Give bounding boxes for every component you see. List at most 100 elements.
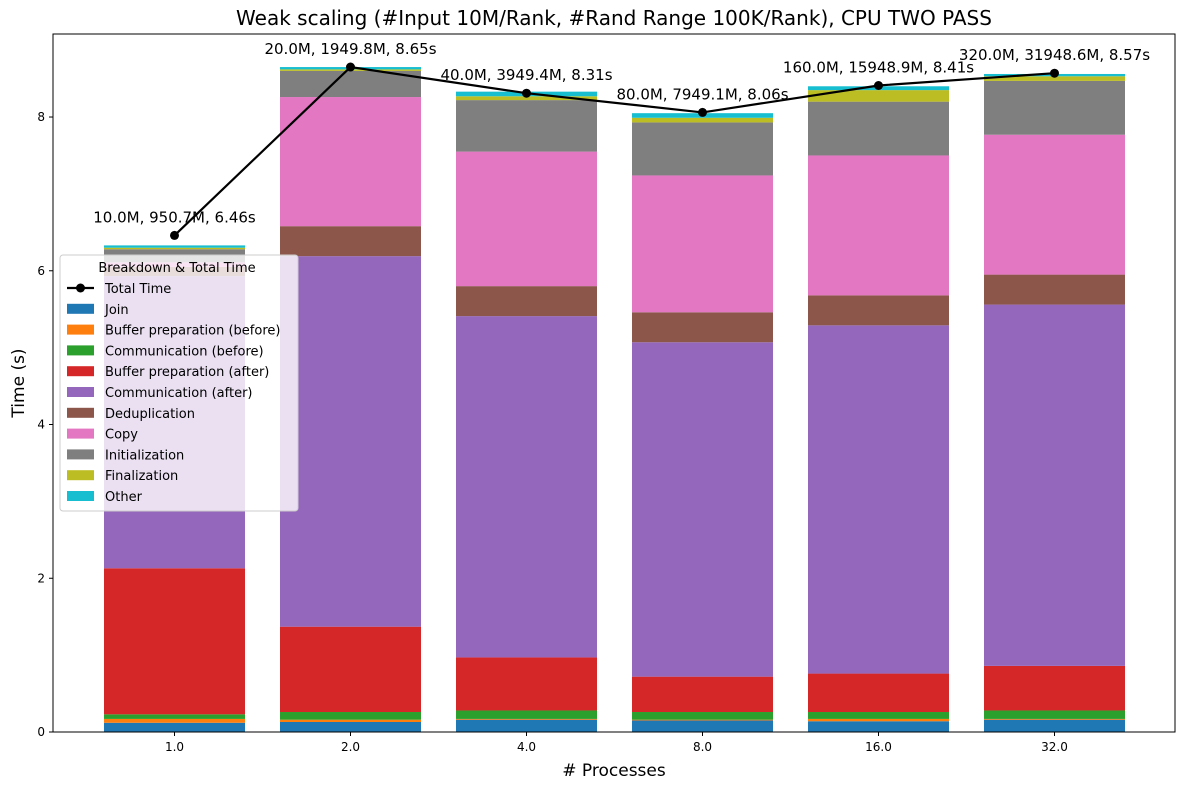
bar-segment xyxy=(280,626,421,713)
bar-segment xyxy=(280,712,421,720)
legend-label: Total Time xyxy=(104,282,171,297)
x-axis-title: # Processes xyxy=(562,761,666,781)
bar-segment xyxy=(456,710,597,719)
bar-segment xyxy=(280,719,421,723)
total-time-point xyxy=(522,88,531,98)
bar-segment xyxy=(104,247,245,250)
legend-swatch xyxy=(67,428,94,439)
legend-swatch xyxy=(67,449,94,460)
bar-segment xyxy=(632,312,773,343)
chart-title: Weak scaling (#Input 10M/Rank, #Rand Ran… xyxy=(236,6,992,30)
legend-point-swatch xyxy=(76,283,85,293)
y-tick-label: 6 xyxy=(37,264,45,278)
bar-segment xyxy=(984,80,1125,135)
x-tick-label: 2.0 xyxy=(341,740,360,754)
bar-segment xyxy=(632,676,773,713)
bar-segment xyxy=(456,100,597,152)
y-tick-label: 2 xyxy=(37,571,45,585)
bar-segment xyxy=(632,117,773,123)
legend-swatch xyxy=(67,407,94,418)
y-tick-label: 0 xyxy=(37,725,45,739)
legend-swatch xyxy=(67,303,94,314)
bar-segment xyxy=(984,719,1125,732)
total-time-point xyxy=(170,230,179,240)
total-time-point xyxy=(1050,68,1059,78)
bar-segment xyxy=(104,718,245,723)
bar-segment xyxy=(808,325,949,674)
bar-segment xyxy=(984,304,1125,666)
legend-swatch xyxy=(67,345,94,356)
plot-frame xyxy=(52,33,1176,733)
bar-segment xyxy=(632,720,773,732)
legend-swatch xyxy=(67,366,94,377)
bar-segment xyxy=(104,568,245,715)
bar-segment xyxy=(280,70,421,98)
x-tick-label: 32.0 xyxy=(1041,740,1068,754)
bar-segment xyxy=(456,657,597,711)
total-time-line xyxy=(170,62,1059,240)
bar-segment xyxy=(104,722,245,732)
bar-segment xyxy=(808,712,949,719)
bar-segment xyxy=(984,665,1125,711)
bar-segment xyxy=(808,155,949,296)
y-tick-label: 8 xyxy=(37,110,45,124)
total-time-point xyxy=(698,107,707,117)
legend-label: Finalization xyxy=(105,469,178,484)
x-tick-label: 8.0 xyxy=(693,740,712,754)
bar-segment xyxy=(280,256,421,627)
bar-segment xyxy=(456,316,597,658)
total-time-label: 10.0M, 950.7M, 6.46s xyxy=(93,208,256,226)
bar-segment xyxy=(104,245,245,248)
legend-title: Breakdown & Total Time xyxy=(98,261,255,276)
bar-segment xyxy=(632,342,773,677)
total-time-label: 20.0M, 1949.8M, 8.65s xyxy=(264,40,436,58)
y-axis-title: Time (s) xyxy=(9,348,29,418)
y-axis: 0 2 4 6 8 xyxy=(37,110,53,739)
bar-segment xyxy=(808,673,949,713)
bar-segment xyxy=(456,151,597,287)
y-tick-label: 4 xyxy=(37,418,45,432)
legend: Breakdown & Total Time Total Time Join Buff… xyxy=(59,254,299,512)
total-time-point xyxy=(346,62,355,72)
legend-label: Initialization xyxy=(105,448,184,463)
legend-label: Communication (after) xyxy=(105,386,253,401)
total-time-labels: 10.0M, 950.7M, 6.46s 20.0M, 1949.8M, 8.65… xyxy=(93,40,1150,226)
bar-segment xyxy=(632,719,773,721)
bar-segment xyxy=(808,90,949,102)
bar-segment xyxy=(984,710,1125,719)
bar-segment xyxy=(632,712,773,720)
bar-segment xyxy=(456,286,597,317)
legend-swatch xyxy=(67,470,94,481)
legend-label: Buffer preparation (after) xyxy=(105,365,269,380)
x-tick-label: 16.0 xyxy=(865,740,892,754)
total-time-label: 160.0M, 15948.9M, 8.41s xyxy=(783,59,974,77)
legend-label: Copy xyxy=(105,428,138,443)
bar-segment xyxy=(456,719,597,732)
x-tick-label: 1.0 xyxy=(165,740,184,754)
bar-segment xyxy=(808,721,949,732)
bar-segment xyxy=(632,175,773,313)
legend-swatch xyxy=(67,324,94,335)
bar-segment xyxy=(984,76,1125,81)
legend-label: Join xyxy=(104,303,129,318)
bar-segment xyxy=(632,122,773,176)
bar-segment xyxy=(808,101,949,156)
legend-swatch xyxy=(67,387,94,397)
bar-segment xyxy=(104,714,245,719)
bar-segment xyxy=(808,718,949,722)
total-time-label: 40.0M, 3949.4M, 8.31s xyxy=(440,66,612,84)
legend-label: Buffer preparation (before) xyxy=(105,324,280,339)
legend-label: Communication (before) xyxy=(105,344,264,359)
x-axis: 1.0 2.0 4.0 8.0 16.0 32.0 xyxy=(165,732,1068,754)
legend-label: Other xyxy=(105,490,143,505)
bar-segment xyxy=(984,134,1125,275)
bar-segment xyxy=(984,274,1125,305)
total-time-series-line xyxy=(173,65,1055,237)
legend-label: Deduplication xyxy=(105,407,195,422)
x-tick-label: 4.0 xyxy=(517,740,536,754)
bar-segment xyxy=(280,97,421,227)
total-time-label: 80.0M, 7949.1M, 8.06s xyxy=(616,85,788,103)
legend-swatch xyxy=(67,491,94,501)
bar-segment xyxy=(280,226,421,257)
